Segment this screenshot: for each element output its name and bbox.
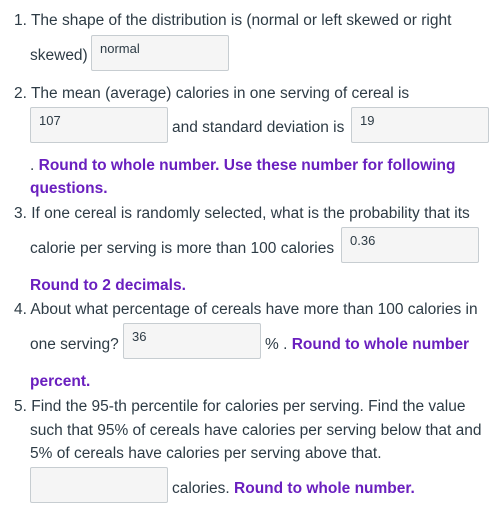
percentile-answer-input[interactable] <box>30 467 168 503</box>
question-2-note-line2: questions. <box>30 180 108 197</box>
question-3-number: 3. <box>14 205 27 222</box>
question-4-text-line1: 4. About what percentage of cereals have… <box>14 301 478 318</box>
question-4-note-line2: percent. <box>30 373 91 390</box>
question-4-number: 4. <box>14 301 27 318</box>
question-2-number: 2. <box>14 85 27 102</box>
question-5-text-line1: 5. Find the 95-th percentile for calorie… <box>14 398 466 415</box>
question-3-note: Round to 2 decimals. <box>30 277 186 294</box>
sd-answer-input[interactable]: 19 <box>351 107 489 143</box>
mean-answer-input[interactable]: 107 <box>30 107 168 143</box>
question-1-number: 1. <box>14 12 27 29</box>
question-1-text-line2: skewed) <box>30 47 88 64</box>
question-5-suffix-line: calories. Round to whole number. <box>172 480 415 497</box>
question-4-text-line2: one serving? <box>30 336 119 353</box>
question-4-suffix-line: % . Round to whole number <box>265 336 470 353</box>
question-5-text-line2: such that 95% of cereals have calories p… <box>30 422 482 439</box>
question-3-text-line2: calorie per serving is more than 100 cal… <box>30 240 335 257</box>
question-5-number: 5. <box>14 398 27 415</box>
calories-suffix: calories. <box>172 480 230 497</box>
question-5-text-line3: 5% of cereals have calories per serving … <box>30 445 382 462</box>
probability-answer-input[interactable]: 0.36 <box>341 227 479 263</box>
question-3-text-line1: 3. If one cereal is randomly selected, w… <box>14 205 470 222</box>
question-1-text-line1: 1. The shape of the distribution is (nor… <box>14 12 452 29</box>
sd-label: and standard deviation is <box>172 119 345 136</box>
percent-suffix: % . <box>265 336 288 353</box>
question-2-note-line1: . Round to whole number. Use these numbe… <box>30 157 456 174</box>
percentage-answer-input[interactable]: 36 <box>123 323 261 359</box>
shape-answer-input[interactable]: normal <box>91 35 229 71</box>
question-2-text-line1: 2. The mean (average) calories in one se… <box>14 85 410 102</box>
